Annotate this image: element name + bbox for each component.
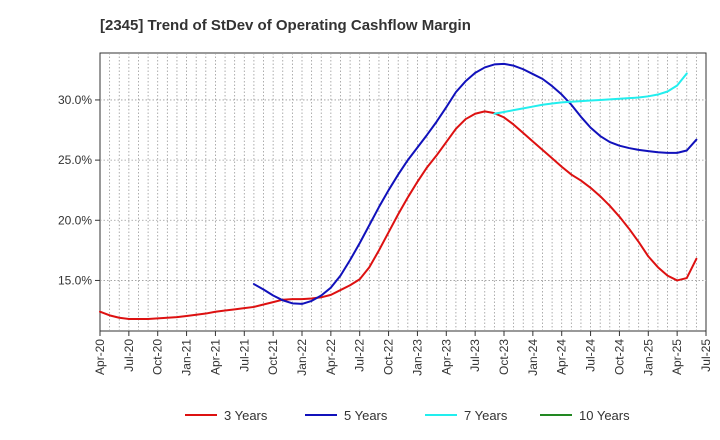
x-axis-ticks: Apr-20 Jul-20 Oct-20 Jan-21 Apr-21 Jul-21 Oct-… [93,331,713,376]
x-tick-label: Apr-20 [93,339,107,375]
x-tick-label: Apr-23 [439,339,453,375]
x-tick-label: Jul-24 [584,339,598,372]
plot-area [99,52,707,332]
x-tick-label: Jan-23 [410,339,424,376]
y-tick-label: 30.0% [58,93,92,107]
chart-title: [2345] Trend of StDev of Operating Cashf… [100,17,471,34]
legend: 3 Years 5 Years 7 Years 10 Years [185,408,630,423]
x-tick-label: Apr-22 [324,339,338,375]
y-axis-ticks: 15.0% 20.0% 25.0% 30.0% [58,93,100,287]
x-tick-label: Oct-21 [266,339,280,375]
y-tick-label: 20.0% [58,213,92,227]
legend-label: 5 Years [344,408,388,423]
y-tick-label: 15.0% [58,273,92,287]
x-tick-label: Jul-20 [122,339,136,372]
legend-label: 10 Years [579,408,630,423]
x-tick-label: Oct-24 [612,339,626,375]
x-tick-label: Jul-25 [699,339,713,372]
x-tick-label: Oct-22 [382,339,396,375]
x-tick-label: Jan-24 [526,339,540,376]
series-line-3-years [99,110,698,320]
x-tick-label: Jan-22 [295,339,309,376]
x-tick-label: Jul-22 [353,339,367,372]
x-tick-label: Apr-25 [670,339,684,375]
y-tick-label: 25.0% [58,153,92,167]
x-tick-label: Oct-23 [497,339,511,375]
x-tick-label: Apr-21 [208,339,222,375]
legend-label: 3 Years [224,408,268,423]
x-tick-label: Jul-23 [468,339,482,372]
series-line-7-years [493,72,688,115]
series-layer [99,62,698,320]
grid-lines [100,53,706,331]
x-tick-label: Apr-24 [555,339,569,375]
x-tick-label: Jan-21 [180,339,194,376]
x-tick-label: Jan-25 [641,339,655,376]
x-tick-label: Oct-20 [151,339,165,375]
series-line-5-years [252,62,698,305]
x-tick-label: Jul-21 [237,339,251,372]
legend-label: 7 Years [464,408,508,423]
